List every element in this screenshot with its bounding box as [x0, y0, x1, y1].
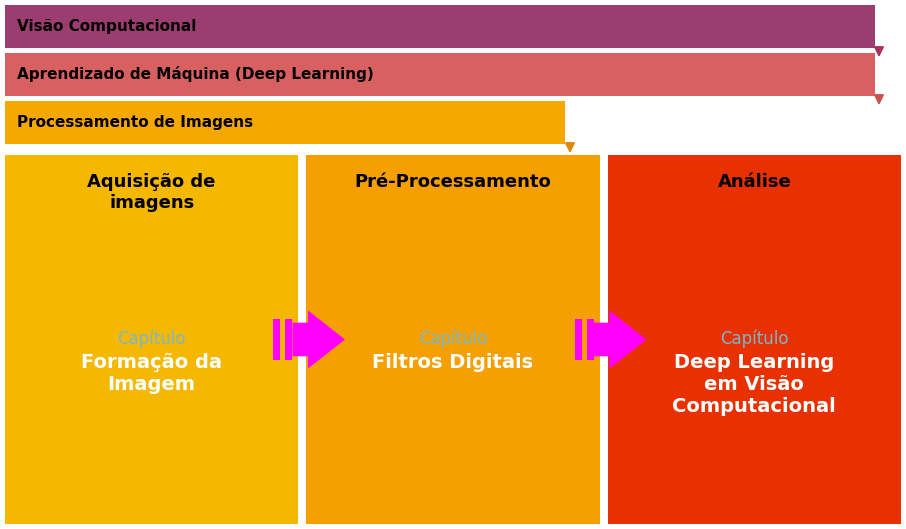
- Text: Processamento de Imagens: Processamento de Imagens: [17, 115, 253, 130]
- Text: Deep Learning
em Visão
Computacional: Deep Learning em Visão Computacional: [672, 353, 836, 416]
- Bar: [574, 318, 582, 360]
- Bar: [5, 101, 565, 144]
- Text: Formação da
Imagem: Formação da Imagem: [82, 353, 222, 394]
- Text: Aprendizado de Máquina (Deep Learning): Aprendizado de Máquina (Deep Learning): [17, 67, 374, 83]
- FancyArrow shape: [293, 311, 345, 369]
- Bar: [274, 318, 281, 360]
- FancyArrow shape: [593, 311, 646, 369]
- Bar: [608, 155, 901, 524]
- Text: Visão Computacional: Visão Computacional: [17, 19, 197, 34]
- Text: Capítulo: Capítulo: [720, 330, 788, 349]
- Bar: [5, 155, 298, 524]
- Text: Filtros Digitais: Filtros Digitais: [372, 353, 534, 372]
- Text: Capítulo: Capítulo: [118, 330, 186, 349]
- Bar: [5, 5, 875, 48]
- Text: Aquisição de
imagens: Aquisição de imagens: [88, 173, 216, 212]
- Text: Capítulo: Capítulo: [419, 330, 487, 349]
- Bar: [5, 53, 875, 96]
- Text: Pré-Processamento: Pré-Processamento: [354, 173, 552, 191]
- Bar: [285, 318, 293, 360]
- Text: Análise: Análise: [718, 173, 791, 191]
- Bar: [306, 155, 600, 524]
- Bar: [587, 318, 593, 360]
